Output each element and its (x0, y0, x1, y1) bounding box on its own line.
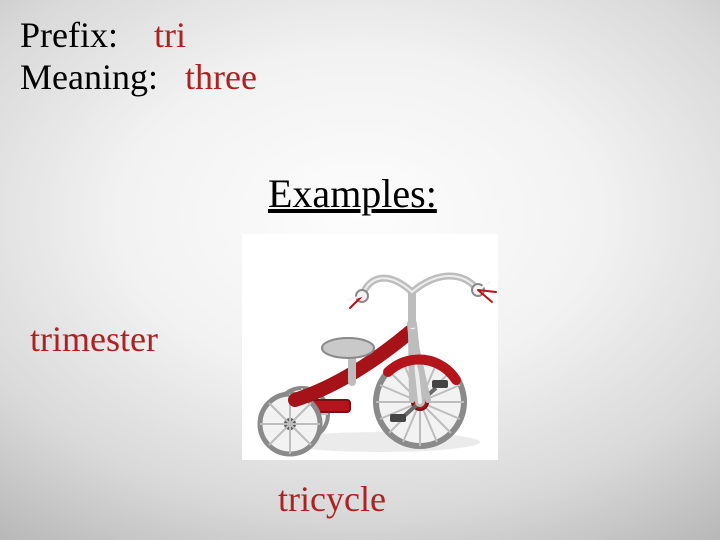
tricycle-icon (240, 232, 500, 462)
tricycle-illustration (240, 232, 500, 462)
example-word-tricycle: tricycle (278, 478, 386, 520)
prefix-line: Prefix: tri (20, 14, 186, 56)
examples-heading: Examples: (268, 170, 437, 217)
example-word-trimester: trimester (30, 318, 158, 360)
meaning-label: Meaning: (20, 57, 158, 97)
prefix-value: tri (154, 15, 186, 55)
prefix-label: Prefix: (20, 15, 118, 55)
meaning-value: three (185, 57, 257, 97)
meaning-line: Meaning: three (20, 56, 257, 98)
